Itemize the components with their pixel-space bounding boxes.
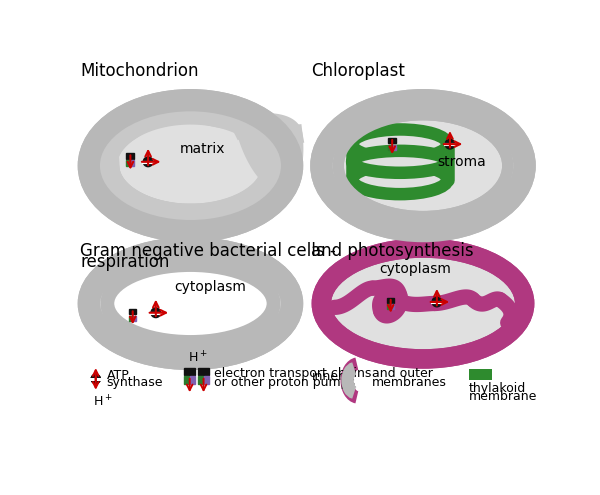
Bar bbox=[387, 304, 391, 309]
Bar bbox=[469, 369, 493, 380]
Text: and outer: and outer bbox=[372, 367, 433, 380]
Ellipse shape bbox=[322, 248, 524, 359]
Circle shape bbox=[91, 374, 100, 384]
Bar bbox=[388, 138, 396, 144]
Text: Mitochondrion: Mitochondrion bbox=[80, 62, 199, 80]
Bar bbox=[129, 316, 133, 321]
Text: cytoplasm: cytoplasm bbox=[174, 280, 245, 294]
Bar bbox=[198, 376, 203, 384]
Circle shape bbox=[143, 157, 153, 167]
Bar bbox=[129, 309, 136, 314]
Text: inner: inner bbox=[313, 370, 344, 383]
Bar bbox=[391, 304, 394, 309]
Circle shape bbox=[91, 374, 100, 384]
Ellipse shape bbox=[89, 100, 292, 231]
Bar bbox=[184, 376, 190, 384]
Ellipse shape bbox=[107, 265, 274, 342]
Ellipse shape bbox=[322, 100, 524, 231]
Circle shape bbox=[151, 308, 161, 318]
Bar bbox=[131, 160, 134, 165]
Bar bbox=[190, 376, 195, 384]
Text: thylakoid: thylakoid bbox=[469, 383, 526, 396]
Bar bbox=[184, 368, 195, 375]
Bar bbox=[387, 298, 394, 303]
Circle shape bbox=[432, 297, 442, 307]
Text: and photosynthesis: and photosynthesis bbox=[311, 242, 474, 260]
Circle shape bbox=[445, 139, 455, 149]
Bar bbox=[127, 153, 134, 159]
Bar bbox=[204, 376, 209, 384]
Text: electron transport chains: electron transport chains bbox=[214, 367, 371, 380]
Text: Chloroplast: Chloroplast bbox=[311, 62, 405, 80]
Text: membranes: membranes bbox=[372, 376, 447, 389]
Bar bbox=[133, 316, 136, 321]
Text: matrix: matrix bbox=[179, 142, 225, 156]
Text: respiration: respiration bbox=[80, 252, 170, 271]
Ellipse shape bbox=[338, 115, 508, 216]
Text: H$^+$: H$^+$ bbox=[188, 350, 207, 366]
Text: synthase: synthase bbox=[107, 376, 163, 389]
Text: stroma: stroma bbox=[437, 155, 486, 169]
Text: or other proton pumps: or other proton pumps bbox=[214, 376, 355, 389]
Bar bbox=[392, 145, 396, 150]
Ellipse shape bbox=[352, 130, 448, 159]
Text: H$^+$: H$^+$ bbox=[92, 395, 112, 410]
Ellipse shape bbox=[352, 165, 448, 194]
Text: Gram negative bacterial cells -: Gram negative bacterial cells - bbox=[80, 242, 336, 260]
Text: cytoplasm: cytoplasm bbox=[379, 262, 451, 276]
Text: membrane: membrane bbox=[469, 390, 538, 403]
Bar bbox=[127, 160, 130, 165]
Ellipse shape bbox=[89, 248, 292, 359]
Text: ATP: ATP bbox=[107, 369, 129, 382]
Bar bbox=[198, 368, 209, 375]
Ellipse shape bbox=[352, 151, 448, 173]
Bar bbox=[388, 145, 392, 150]
